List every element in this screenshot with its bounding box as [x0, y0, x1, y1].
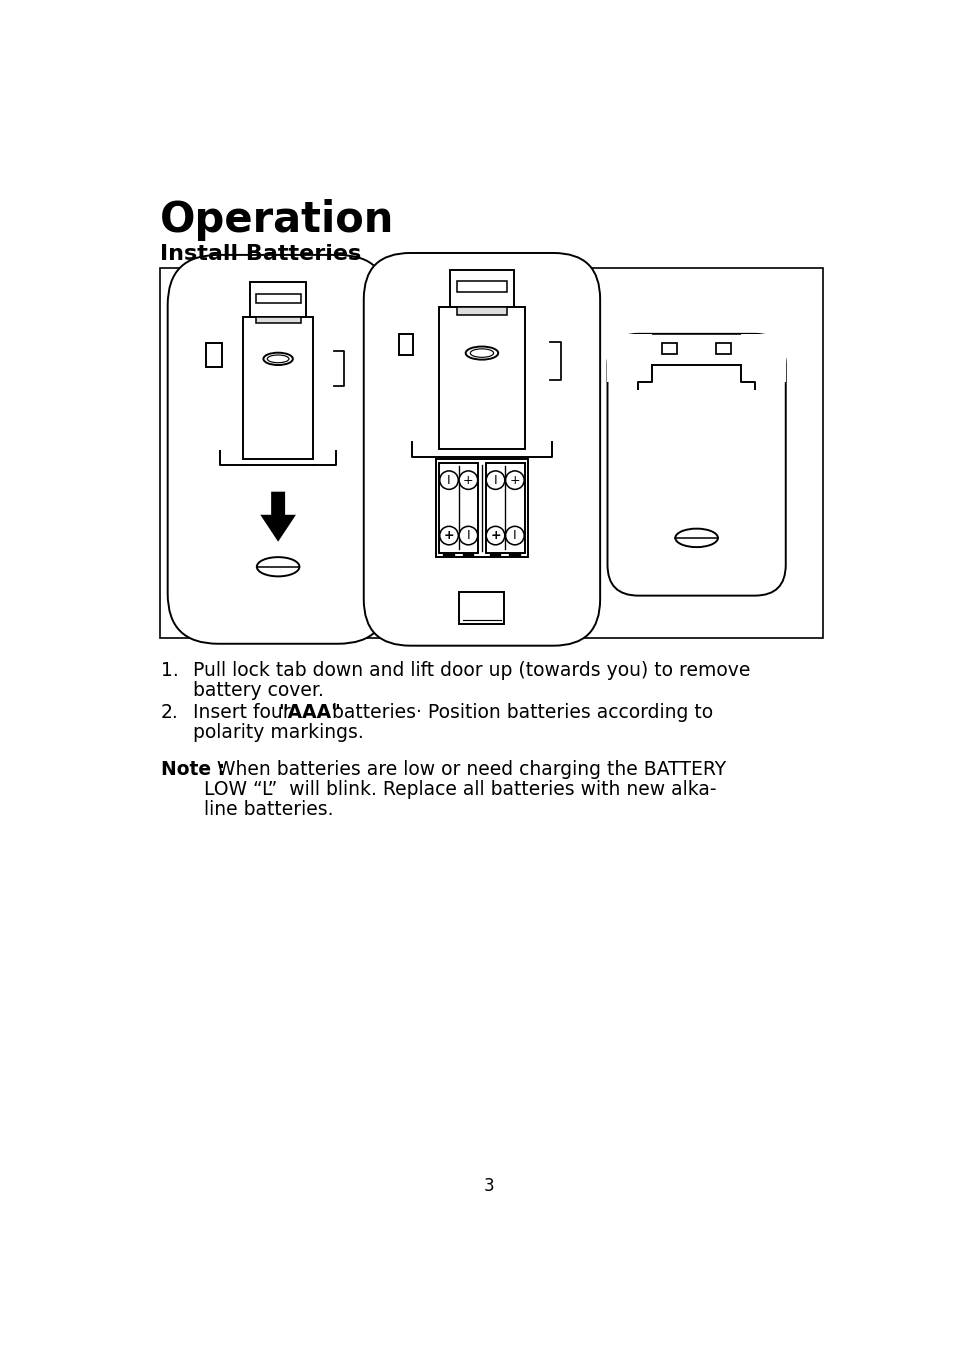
- Polygon shape: [260, 492, 295, 542]
- Polygon shape: [607, 334, 652, 381]
- Bar: [255, 316, 300, 323]
- Circle shape: [486, 527, 504, 544]
- Ellipse shape: [470, 349, 493, 357]
- Polygon shape: [740, 334, 785, 381]
- Circle shape: [486, 471, 504, 489]
- Bar: [485, 463, 524, 553]
- Text: Install Batteries: Install Batteries: [159, 243, 360, 263]
- Circle shape: [458, 527, 477, 544]
- Circle shape: [458, 471, 477, 489]
- Text: 2.: 2.: [161, 703, 178, 721]
- Bar: [661, 343, 677, 354]
- Circle shape: [505, 471, 523, 489]
- Text: battery cover.: battery cover.: [193, 681, 323, 700]
- Bar: [250, 282, 306, 316]
- Text: 3: 3: [483, 1177, 494, 1196]
- Text: +: +: [443, 530, 454, 542]
- Ellipse shape: [263, 353, 293, 365]
- Text: When batteries are low or need charging the BATTERY: When batteries are low or need charging …: [211, 759, 725, 778]
- Text: Pull lock tab down and lift door up (towards you) to remove: Pull lock tab down and lift door up (tow…: [193, 661, 749, 680]
- Ellipse shape: [267, 355, 289, 362]
- Ellipse shape: [256, 557, 299, 577]
- Text: I: I: [466, 530, 470, 542]
- Bar: [255, 295, 300, 304]
- Text: I: I: [513, 530, 517, 542]
- Text: 1.: 1.: [161, 661, 178, 680]
- Bar: [450, 270, 513, 307]
- Ellipse shape: [675, 528, 718, 547]
- FancyBboxPatch shape: [168, 255, 388, 644]
- Bar: [716, 343, 731, 354]
- Bar: [206, 343, 222, 366]
- Text: Insert four: Insert four: [193, 703, 302, 721]
- Text: "AAA": "AAA": [277, 703, 340, 721]
- Text: polarity markings.: polarity markings.: [193, 723, 363, 742]
- Circle shape: [505, 527, 523, 544]
- Text: +: +: [462, 474, 474, 486]
- Bar: [439, 307, 524, 450]
- Text: batteries· Position batteries according to: batteries· Position batteries according …: [326, 703, 713, 721]
- Text: Note :: Note :: [161, 759, 225, 778]
- Bar: [456, 307, 507, 315]
- Ellipse shape: [465, 347, 497, 359]
- Text: I: I: [447, 474, 451, 486]
- Bar: [159, 269, 822, 638]
- Circle shape: [439, 527, 457, 544]
- FancyBboxPatch shape: [363, 253, 599, 646]
- Circle shape: [439, 471, 457, 489]
- FancyBboxPatch shape: [607, 334, 785, 596]
- Text: I: I: [494, 474, 497, 486]
- Bar: [439, 463, 477, 553]
- Text: +: +: [490, 530, 500, 542]
- Text: Operation: Operation: [159, 199, 394, 240]
- Bar: [399, 334, 413, 355]
- Bar: [436, 458, 527, 557]
- Text: line batteries.: line batteries.: [204, 800, 333, 819]
- Bar: [243, 316, 313, 459]
- Bar: [459, 592, 504, 624]
- Text: LOW “L”  will blink. Replace all batteries with new alka-: LOW “L” will blink. Replace all batterie…: [204, 780, 716, 798]
- Text: +: +: [509, 474, 519, 486]
- Bar: [456, 281, 506, 292]
